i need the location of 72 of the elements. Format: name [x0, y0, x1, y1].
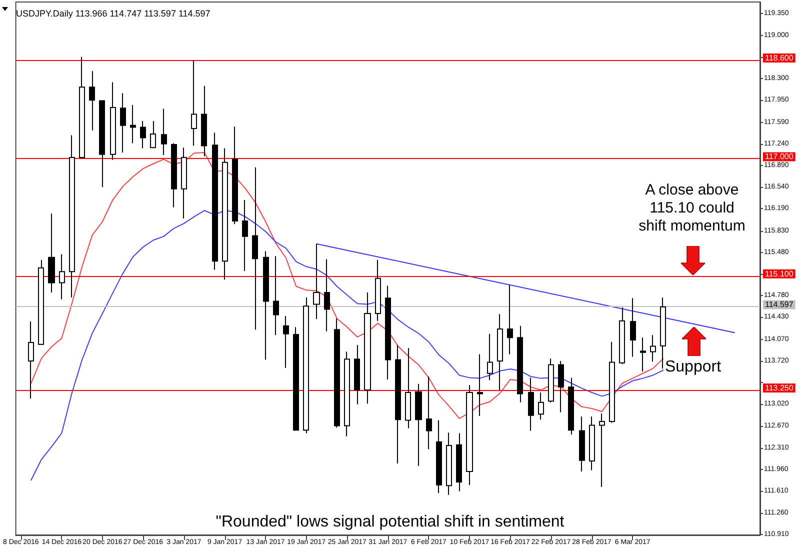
candlestick — [313, 243, 320, 320]
candlestick — [242, 200, 248, 272]
candlestick — [548, 358, 554, 403]
candlestick — [640, 337, 646, 372]
candlestick — [507, 284, 513, 355]
candlestick — [293, 326, 299, 432]
candlestick — [273, 256, 279, 336]
candlestick — [354, 344, 360, 405]
candlestick — [99, 100, 105, 188]
candlestick — [212, 132, 218, 270]
candlestick — [579, 416, 585, 472]
candlestick — [609, 341, 615, 424]
candlestick — [619, 306, 625, 365]
candlestick — [599, 412, 605, 488]
candlestick — [59, 254, 65, 300]
ref-line-label: 117.000 — [765, 152, 794, 162]
candlestick — [650, 334, 656, 362]
candlestick — [181, 147, 187, 220]
candlestick — [466, 384, 473, 486]
candlestick — [456, 432, 462, 492]
candlestick — [283, 316, 289, 368]
candlestick — [140, 120, 146, 149]
candlestick — [436, 420, 442, 494]
candlestick — [630, 298, 636, 358]
candlestick — [161, 108, 167, 156]
candlestick — [415, 383, 422, 466]
candlestick — [79, 56, 85, 159]
candlestick — [324, 258, 330, 332]
candlestick — [120, 92, 126, 154]
candlestick — [477, 354, 483, 416]
candlestick — [252, 166, 258, 330]
candlestick — [263, 250, 269, 360]
candlestick — [191, 59, 197, 146]
ref-line-label: 114.597 — [765, 300, 794, 310]
annotation: A close above 115.10 could shift momentum — [638, 182, 746, 234]
candlestick — [660, 297, 666, 370]
candlestick — [487, 333, 493, 381]
candlestick — [303, 296, 309, 434]
candlestick — [222, 148, 228, 280]
annotation: "Rounded" lows signal potential shift in sentiment — [216, 514, 565, 530]
ref-line-label: 113.250 — [765, 384, 794, 393]
candlestick — [446, 432, 452, 496]
candlestick — [28, 321, 34, 400]
candlestick — [589, 416, 595, 471]
candlestick — [558, 360, 564, 413]
candlestick — [130, 104, 136, 144]
candlestick — [150, 120, 156, 149]
ref-line-label: 115.100 — [765, 269, 794, 278]
candlestick — [69, 134, 75, 298]
candlestick — [232, 126, 238, 225]
candlestick — [426, 376, 432, 450]
candlestick — [497, 314, 503, 391]
candlestick — [89, 70, 95, 131]
candlestick — [364, 292, 371, 404]
candlestick — [38, 259, 44, 346]
candlestick — [528, 377, 534, 432]
ref-line-label: 118.600 — [765, 53, 794, 62]
candlestick — [538, 392, 544, 420]
candlestick — [48, 213, 55, 294]
annotation: Support — [664, 358, 722, 376]
candlestick — [171, 142, 177, 208]
candlestick — [110, 82, 116, 160]
candlestick — [517, 325, 523, 403]
candlestick — [568, 377, 574, 435]
candlestick — [375, 259, 381, 322]
candlestick — [405, 348, 411, 429]
candlestick — [344, 351, 350, 437]
candlestick — [334, 318, 340, 428]
candlestick — [395, 344, 401, 464]
text: USDJPY.Daily 113.966 114.747 113.597 114.597 — [16, 8, 210, 18]
candlestick — [385, 285, 391, 380]
candlestick — [201, 85, 207, 157]
